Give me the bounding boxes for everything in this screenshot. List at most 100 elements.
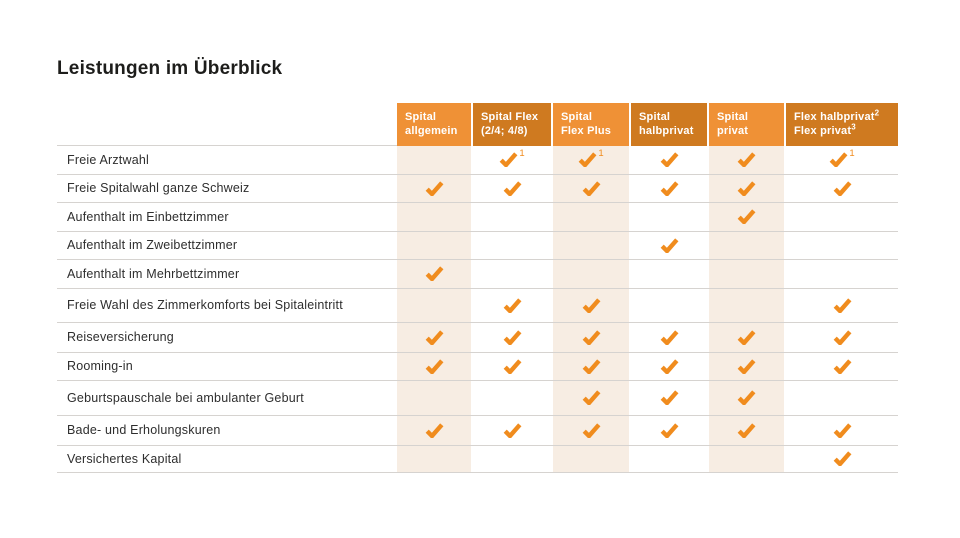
benefit-cell (709, 322, 784, 352)
benefits-table: Spital allgemein Spital Flex (2/4; 4/8) Spit… (57, 103, 898, 473)
benefit-cell (709, 415, 784, 445)
row-label: Freie Arztwahl (67, 152, 149, 167)
table-header-row: Spital allgemein Spital Flex (2/4; 4/8) Spit… (57, 103, 898, 146)
check-icon (582, 358, 601, 374)
check-icon (660, 152, 679, 168)
header-label-spacer (57, 103, 397, 146)
check-icon (503, 297, 522, 313)
benefit-cell (631, 174, 707, 202)
check-icon (425, 329, 444, 345)
row-label: Rooming-in (67, 359, 133, 373)
benefit-cell: 1 (786, 146, 898, 174)
benefit-cell (631, 322, 707, 352)
row-label: Aufenthalt im Zweibettzimmer (67, 238, 238, 253)
check-icon (503, 181, 522, 196)
check-icon (582, 422, 601, 438)
benefit-cell (473, 288, 551, 322)
check-icon (737, 181, 756, 196)
column-header-line: privat (717, 124, 749, 137)
table-row: Bade- und Erholungskuren (57, 415, 898, 446)
check-icon (660, 181, 679, 196)
benefit-cell (631, 352, 707, 380)
benefit-cell (397, 203, 471, 231)
column-header-line: Spital Flex (481, 111, 539, 123)
check-icon (425, 181, 444, 196)
benefit-cell (709, 203, 784, 231)
row-label: Freie Spitalwahl ganze Schweiz (67, 181, 250, 196)
check-icon (425, 266, 444, 282)
benefit-cell (709, 260, 784, 288)
benefit-cell (397, 260, 471, 288)
table-row: Freie Arztwahl 1 1 1 (57, 145, 898, 175)
row-label: Versichertes Kapital (67, 451, 182, 466)
row-label: Aufenthalt im Einbettzimmer (67, 209, 229, 224)
benefit-cell (709, 445, 784, 472)
column-header-line: (2/4; 4/8) (481, 124, 528, 137)
benefit-cell (397, 415, 471, 445)
check-icon (833, 297, 852, 313)
check-icon (582, 390, 601, 405)
check-icon (660, 390, 679, 405)
row-label: Bade- und Erholungskuren (67, 423, 221, 437)
benefit-cell (397, 380, 471, 415)
page-title: Leistungen im Überblick (57, 58, 283, 79)
benefit-cell (786, 231, 898, 259)
check-icon (833, 358, 852, 374)
check-icon (737, 329, 756, 345)
benefit-cell (473, 260, 551, 288)
benefit-cell (786, 380, 898, 415)
check-icon (582, 181, 601, 196)
benefit-cell (786, 352, 898, 380)
check-icon (833, 329, 852, 345)
benefit-cell (709, 288, 784, 322)
benefit-cell (631, 203, 707, 231)
check-icon (503, 422, 522, 438)
benefit-cell (786, 445, 898, 472)
benefit-cell (553, 445, 629, 472)
benefit-cell (553, 231, 629, 259)
table-row: Reiseversicherung (57, 322, 898, 353)
benefit-cell (397, 352, 471, 380)
benefit-cell (397, 231, 471, 259)
benefit-cell (709, 352, 784, 380)
benefit-cell (631, 445, 707, 472)
benefit-cell (473, 380, 551, 415)
table-row: Versichertes Kapital (57, 445, 898, 473)
check-icon (660, 358, 679, 374)
check-icon (737, 209, 756, 225)
check-icon (582, 297, 601, 313)
table-row: Freie Wahl des Zimmerkomforts bei Spital… (57, 288, 898, 323)
benefit-cell (553, 203, 629, 231)
benefit-cell (786, 415, 898, 445)
benefit-cell (397, 322, 471, 352)
benefit-cell (553, 260, 629, 288)
benefit-cell (553, 288, 629, 322)
check-icon (737, 358, 756, 374)
footnote-marker: 3 (851, 121, 856, 131)
check-icon (660, 329, 679, 345)
column-header-line: Spital (561, 111, 593, 123)
check-icon (425, 422, 444, 438)
benefit-cell (553, 352, 629, 380)
column-header-line: Spital (717, 111, 749, 123)
check-icon (425, 358, 444, 374)
benefit-cell (473, 352, 551, 380)
benefit-cell (709, 146, 784, 174)
check-icon: 1 (829, 149, 855, 168)
column-header-line: Spital (405, 111, 437, 123)
check-icon (503, 358, 522, 374)
column-header-line: Flex Plus (561, 124, 612, 137)
benefit-cell (786, 322, 898, 352)
row-label: Reiseversicherung (67, 330, 174, 344)
column-header: Flex halbprivat2 Flex privat3 (786, 103, 898, 146)
benefit-cell (473, 415, 551, 445)
benefit-cell (709, 380, 784, 415)
benefit-cell (786, 203, 898, 231)
table-row: Aufenthalt im Zweibettzimmer (57, 231, 898, 260)
benefit-cell (473, 231, 551, 259)
column-header: Spital privat (709, 103, 784, 146)
check-icon (833, 451, 852, 466)
check-icon: 1 (499, 149, 525, 168)
check-icon (833, 181, 852, 196)
